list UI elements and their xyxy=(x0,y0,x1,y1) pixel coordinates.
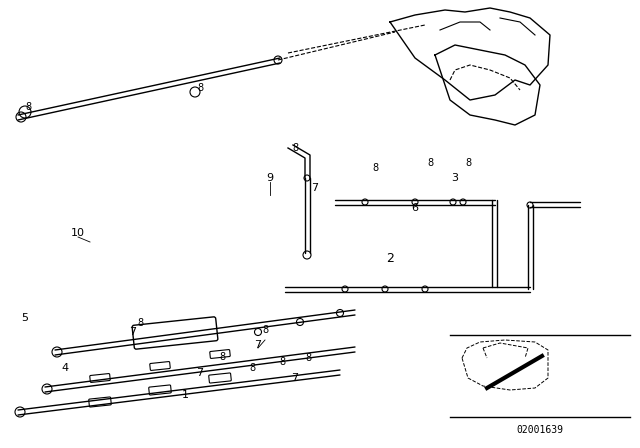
Text: 2: 2 xyxy=(386,251,394,264)
FancyBboxPatch shape xyxy=(209,373,231,383)
Text: 3: 3 xyxy=(451,173,458,183)
Text: 8: 8 xyxy=(372,163,378,173)
Text: 7: 7 xyxy=(255,340,262,350)
Text: 7: 7 xyxy=(312,183,319,193)
Text: 8: 8 xyxy=(262,325,268,335)
Text: 7: 7 xyxy=(291,373,299,383)
Text: 8: 8 xyxy=(427,158,433,168)
FancyBboxPatch shape xyxy=(89,397,111,407)
Text: 8: 8 xyxy=(292,143,298,153)
Text: 7: 7 xyxy=(129,327,136,337)
Text: 8: 8 xyxy=(305,353,311,363)
Text: 8: 8 xyxy=(25,102,31,112)
Text: 02001639: 02001639 xyxy=(516,425,563,435)
Text: 8: 8 xyxy=(219,352,225,362)
Text: 6: 6 xyxy=(412,203,419,213)
FancyBboxPatch shape xyxy=(148,385,172,395)
Text: 10: 10 xyxy=(71,228,85,238)
Text: 8: 8 xyxy=(279,357,285,367)
FancyBboxPatch shape xyxy=(132,317,218,349)
Text: 1: 1 xyxy=(182,390,189,400)
Text: 8: 8 xyxy=(249,363,255,373)
Text: 8: 8 xyxy=(465,158,471,168)
FancyBboxPatch shape xyxy=(90,374,110,383)
FancyBboxPatch shape xyxy=(210,349,230,358)
Text: 7: 7 xyxy=(196,368,204,378)
Text: 8: 8 xyxy=(137,318,143,328)
FancyBboxPatch shape xyxy=(150,362,170,370)
Text: 4: 4 xyxy=(61,363,68,373)
Text: 5: 5 xyxy=(22,313,29,323)
Text: 9: 9 xyxy=(266,173,273,183)
Text: 8: 8 xyxy=(197,83,203,93)
